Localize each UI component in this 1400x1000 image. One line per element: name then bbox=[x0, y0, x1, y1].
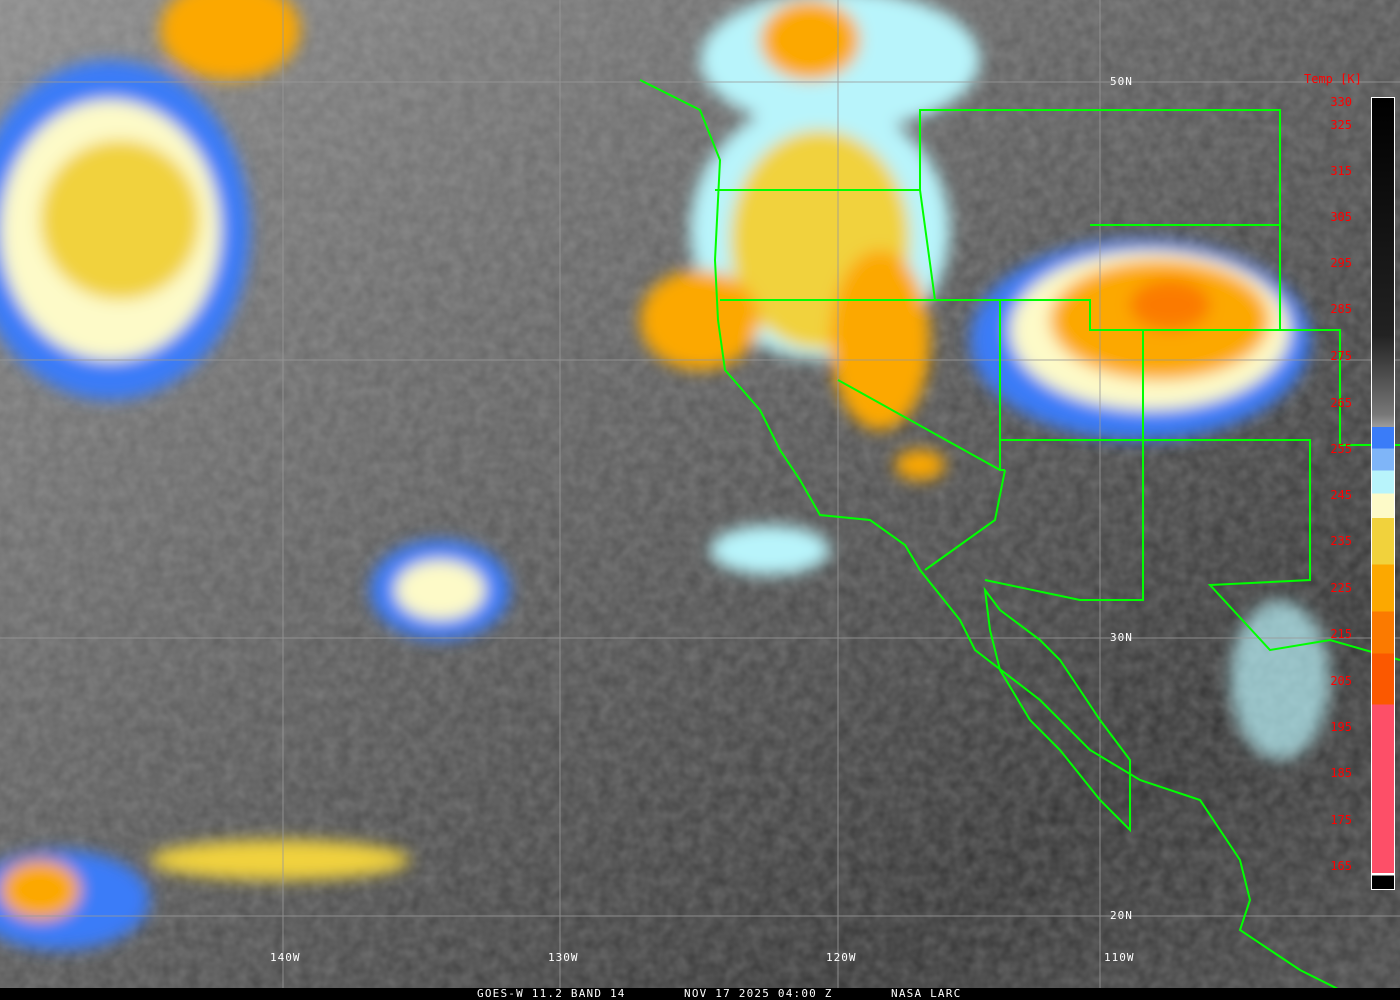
lon-label-130w: 130W bbox=[548, 951, 579, 964]
colorbar-title: Temp [K] bbox=[1304, 72, 1362, 86]
colorbar-tick-label: 205 bbox=[1330, 674, 1352, 688]
colorbar-tick-label: 165 bbox=[1330, 859, 1352, 873]
colorbar-tick-label: 315 bbox=[1330, 164, 1352, 178]
colorbar-tick-label: 305 bbox=[1330, 210, 1352, 224]
coastline bbox=[639, 79, 1339, 988]
colorbar-tick-label: 275 bbox=[1330, 349, 1352, 363]
lon-label-140w: 140W bbox=[270, 951, 301, 964]
colorbar-tick-label: 285 bbox=[1330, 302, 1352, 316]
colorbar-tick-label: 225 bbox=[1330, 581, 1352, 595]
source-label: NASA LARC bbox=[891, 987, 962, 1000]
lon-label-110w: 110W bbox=[1104, 951, 1135, 964]
colorbar-tick-label: 195 bbox=[1330, 720, 1352, 734]
satellite-band-label: GOES-W 11.2 BAND 14 bbox=[477, 987, 626, 1000]
colorbar-tick-label: 295 bbox=[1330, 256, 1352, 270]
colorbar-tick-label: 175 bbox=[1330, 813, 1352, 827]
lat-label-20n: 20N bbox=[1110, 909, 1133, 922]
political-boundaries bbox=[639, 79, 1400, 988]
colorbar-tick-label: 325 bbox=[1330, 118, 1352, 132]
lat-label-50n: 50N bbox=[1110, 75, 1133, 88]
lon-label-120w: 120W bbox=[826, 951, 857, 964]
colorbar-tick-label: 235 bbox=[1330, 534, 1352, 548]
lat-label-30n: 30N bbox=[1110, 631, 1133, 644]
colorbar-tick-label: 185 bbox=[1330, 766, 1352, 780]
colorbar-tick-label: 245 bbox=[1330, 488, 1352, 502]
temperature-colorbar bbox=[1371, 97, 1395, 890]
state-borders bbox=[715, 109, 1400, 661]
baja-coast bbox=[983, 586, 1131, 833]
colorbar-tick-label: 255 bbox=[1330, 442, 1352, 456]
colorbar-tick-label: 265 bbox=[1330, 396, 1352, 410]
datetime-label: NOV 17 2025 04:00 Z bbox=[684, 987, 833, 1000]
colorbar-tick-label: 215 bbox=[1330, 627, 1352, 641]
image-caption-bar: GOES-W 11.2 BAND 14 NOV 17 2025 04:00 Z … bbox=[0, 988, 1400, 1000]
colorbar-tick-label: 330 bbox=[1330, 95, 1352, 109]
